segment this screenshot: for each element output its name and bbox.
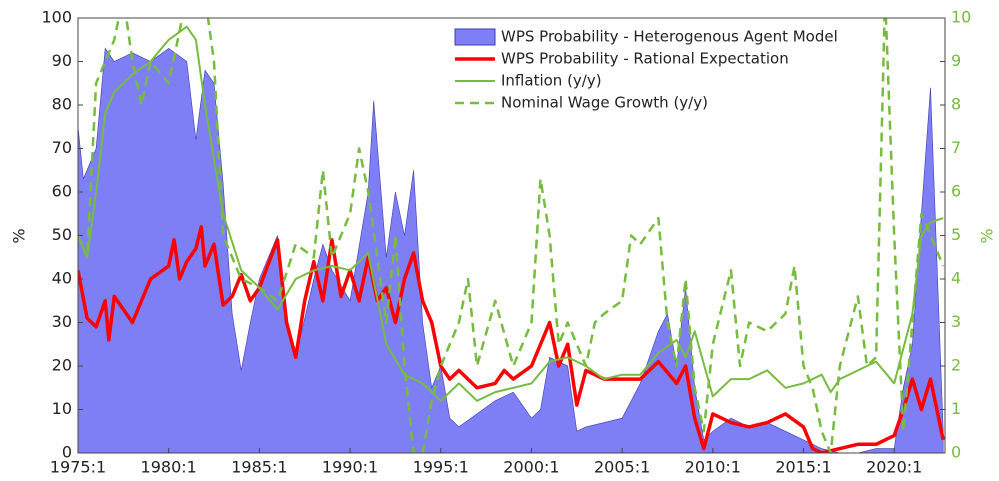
x-tick-label: 2010:1 — [685, 458, 741, 477]
y-tick-label: 0 — [62, 443, 72, 462]
y-tick-label: 40 — [52, 269, 72, 288]
x-tick-label: 2020:1 — [866, 458, 922, 477]
y2-tick-label: 8 — [951, 95, 961, 114]
line — [78, 225, 945, 453]
legend-label: WPS Probability - Heterogenous Agent Mod… — [501, 28, 838, 46]
plot-area — [78, 18, 945, 453]
y-tick-label: 10 — [52, 399, 72, 418]
y2-tick-label: 0 — [951, 443, 961, 462]
line — [78, 18, 945, 453]
y-tick-label: 30 — [52, 312, 72, 331]
area — [78, 47, 944, 453]
legend-label: Inflation (y/y) — [501, 72, 602, 90]
y2-tick-label: 6 — [951, 182, 961, 201]
y-tick-label: 50 — [52, 225, 72, 244]
legend-label: Nominal Wage Growth (y/y) — [501, 94, 708, 112]
x-tick-label: 1995:1 — [413, 458, 469, 477]
y-tick-label: 60 — [52, 182, 72, 201]
y-axis-label: % — [10, 228, 29, 243]
y2-tick-label: 10 — [951, 8, 971, 27]
y2-tick-label: 3 — [951, 312, 961, 331]
x-tick-label: 2000:1 — [503, 458, 559, 477]
x-tick-label: 1990:1 — [322, 458, 378, 477]
axes: 1975:1 1980:1 1985:1 1990:1 1995:1 2000:1 2005… — [41, 8, 971, 477]
y-tick-label: 20 — [52, 356, 72, 375]
y2-tick-label: 4 — [951, 269, 961, 288]
line — [78, 25, 944, 402]
y2-tick-label: 7 — [951, 138, 961, 157]
x-tick-label: 2005:1 — [594, 458, 650, 477]
y-tick-label: 100 — [41, 8, 72, 27]
y2-tick-label: 9 — [951, 51, 961, 70]
x-tick-label: 1980:1 — [141, 458, 197, 477]
y-tick-label: 80 — [52, 95, 72, 114]
x-tick-label: 1985:1 — [231, 458, 287, 477]
x-tick-label: 2015:1 — [775, 458, 831, 477]
legend-label: WPS Probability - Rational Expectation — [501, 50, 789, 68]
legend-swatch — [454, 28, 496, 46]
y-tick-label: 90 — [52, 51, 72, 70]
x-tick-label: 1975:1 — [50, 458, 106, 477]
y-tick-label: 70 — [52, 138, 72, 157]
y2-tick-label: 1 — [951, 399, 961, 418]
y2-tick-label: 5 — [951, 225, 961, 244]
legend: WPS Probability - Heterogenous Agent Mod… — [454, 28, 838, 112]
y2-axis-label: % — [978, 228, 997, 243]
y2-tick-label: 2 — [951, 356, 961, 375]
